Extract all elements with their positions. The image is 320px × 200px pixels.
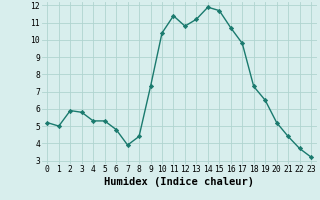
- X-axis label: Humidex (Indice chaleur): Humidex (Indice chaleur): [104, 177, 254, 187]
